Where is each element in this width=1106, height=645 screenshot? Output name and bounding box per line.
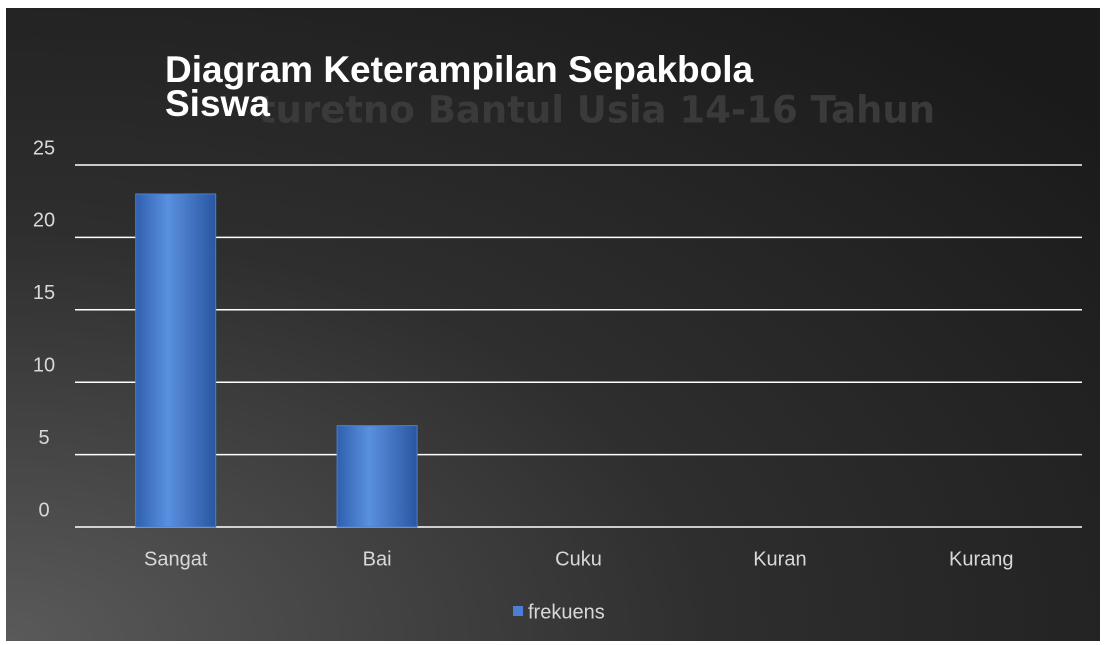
x-tick-label: Sangat [144,548,208,570]
legend-swatch [513,606,523,616]
x-tick-label: Kuran [753,548,806,570]
chart-title: Siswa [165,83,270,124]
x-tick-label: Kurang [949,548,1014,570]
y-tick-label: 15 [33,282,55,304]
y-tick-label: 10 [33,354,55,376]
x-tick-label: Cuku [555,548,602,570]
legend-label: frekuens [528,601,605,623]
chart-title: Diagram Keterampilan Sepakbola [165,49,754,90]
y-tick-label: 25 [33,137,55,159]
y-tick-label: 0 [38,499,49,521]
x-tick-label: Bai [363,548,392,570]
bar [135,193,217,528]
y-tick-label: 20 [33,210,55,232]
chart-subtitle: turetno Bantul Usia 14-16 Tahun [258,89,935,132]
y-tick-label: 5 [38,427,49,449]
bar [336,425,418,528]
